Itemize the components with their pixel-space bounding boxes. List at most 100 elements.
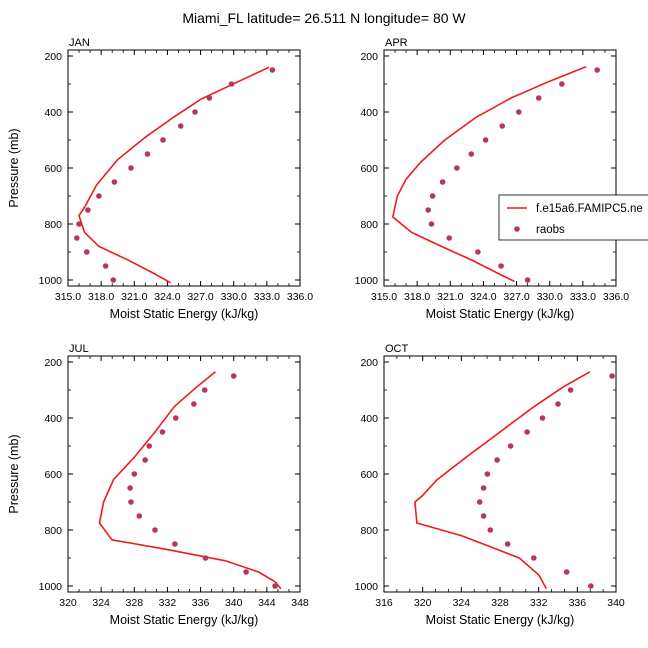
apr-raobs-point: [475, 249, 481, 255]
jan-x-tick-label: 315.0: [55, 291, 81, 303]
jan-raobs-point: [206, 95, 213, 101]
jul-x-tick-label: 344: [258, 597, 276, 609]
jan-x-tick-label: 318.0: [88, 291, 114, 303]
jan-y-tick-label: 400: [44, 107, 62, 119]
apr-raobs-point: [498, 263, 504, 269]
jul-x-tick-label: 340: [225, 597, 243, 609]
oct-raobs-point: [531, 555, 537, 561]
apr-raobs-point: [454, 165, 460, 171]
oct-raobs-point: [567, 387, 574, 393]
oct-raobs-point: [480, 513, 487, 519]
oct-raobs-point: [524, 429, 530, 435]
apr-raobs-point: [535, 95, 542, 101]
apr-y-tick-label: 200: [360, 51, 378, 63]
jul-raobs-point: [127, 485, 133, 491]
apr-y-tick-label: 600: [360, 163, 378, 175]
jul-plot-frame: [67, 355, 301, 593]
oct-raobs-point: [494, 457, 500, 463]
jul-x-tick-label: 332: [159, 597, 177, 609]
apr-x-tick-label: 321.0: [437, 291, 463, 303]
jul-y-tick-label: 600: [44, 469, 62, 481]
jan-x-tick-label: 327.0: [187, 291, 213, 303]
apr-raobs-point: [594, 67, 600, 73]
apr-raobs-point: [425, 207, 432, 213]
jan-raobs-point: [177, 123, 184, 129]
jan-raobs-point: [160, 137, 166, 143]
oct-raobs-point: [504, 541, 511, 547]
apr-raobs-point: [428, 221, 435, 227]
jan-y-tick-label: 600: [44, 163, 62, 175]
jul-x-axis-label: Moist Static Energy (kJ/kg): [110, 613, 259, 627]
oct-x-tick-label: 316: [375, 597, 393, 609]
jan-y-tick-label: 1000: [39, 275, 63, 287]
apr-model-line: [392, 65, 587, 283]
oct-raobs-point: [480, 485, 487, 491]
oct-raobs-point: [476, 499, 483, 505]
jan-panel: 315.0 318.0 321.0 324.0 327.0 330.0 333.0 336.0…: [7, 37, 313, 321]
apr-x-axis-label: Moist Static Energy (kJ/kg): [426, 307, 575, 321]
jan-raobs-point: [111, 179, 118, 185]
jul-raobs-point: [136, 513, 143, 519]
apr-y-tick-label: 1000: [355, 275, 379, 287]
oct-x-tick-label: 340: [607, 597, 625, 609]
jan-y-axis-label: Pressure (mb): [7, 128, 21, 207]
jul-raobs-point: [152, 527, 158, 533]
jul-raobs-point: [202, 555, 209, 561]
figure-title: Miami_FL latitude= 26.511 N longitude= 8…: [182, 10, 466, 26]
apr-raobs-point: [446, 235, 453, 241]
apr-x-tick-label: 324.0: [470, 291, 496, 303]
oct-panel-label: OCT: [385, 343, 409, 355]
oct-x-tick-label: 320: [414, 597, 432, 609]
jan-x-tick-label: 321.0: [121, 291, 147, 303]
jan-y-tick-label: 800: [44, 219, 62, 231]
jan-x-axis-label: Moist Static Energy (kJ/kg): [110, 307, 259, 321]
jan-plot-frame: [67, 49, 301, 287]
apr-x-tick-label: 318.0: [404, 291, 430, 303]
oct-x-tick-label: 324: [453, 597, 471, 609]
apr-raobs-point: [482, 137, 489, 143]
oct-raobs-point: [563, 569, 570, 575]
jan-x-tick-label: 324.0: [154, 291, 180, 303]
apr-plot-frame: [383, 49, 617, 287]
jul-raobs-point: [172, 415, 179, 421]
jul-y-tick-label: 1000: [39, 581, 63, 593]
legend-obs-marker: [514, 226, 520, 232]
apr-x-tick-label: 327.0: [503, 291, 529, 303]
apr-panel-label: APR: [385, 37, 408, 49]
jul-x-tick-label: 348: [291, 597, 309, 609]
apr-x-tick-label: 333.0: [570, 291, 596, 303]
apr-x-tick-label: 336.0: [603, 291, 629, 303]
jan-raobs-point: [76, 221, 82, 227]
jul-panel: 320 324 328 332 336 340 344 348 200 400 600 800 1000…: [7, 343, 309, 627]
oct-y-tick-label: 1000: [355, 581, 379, 593]
jul-raobs-point: [201, 387, 208, 393]
jul-raobs-point: [191, 401, 197, 407]
legend-model-label: f.e15a6.FAMIPC5.ne: [536, 203, 643, 215]
jul-y-tick-label: 200: [44, 357, 62, 369]
oct-y-tick-label: 400: [360, 413, 378, 425]
apr-panel: 315.0 318.0 321.0 324.0 327.0 330.0 333.0 336.0…: [355, 37, 630, 321]
apr-x-tick-label: 330.0: [537, 291, 563, 303]
jul-x-tick-label: 328: [126, 597, 144, 609]
legend-box: [498, 194, 648, 241]
apr-raobs-point: [429, 193, 436, 199]
jan-y-tick-label: 200: [44, 51, 62, 63]
apr-raobs-point: [516, 109, 522, 115]
apr-x-tick-label: 315.0: [371, 291, 397, 303]
jul-raobs-point: [243, 569, 249, 575]
jan-raobs-point: [84, 249, 90, 255]
jul-raobs-point: [146, 443, 152, 449]
apr-raobs-point: [499, 123, 506, 129]
oct-raobs-point: [487, 527, 494, 533]
oct-y-tick-label: 200: [360, 357, 378, 369]
jan-raobs-point: [192, 109, 198, 115]
jul-model-line: [98, 371, 282, 590]
jan-raobs-point: [269, 67, 276, 73]
legend: f.e15a6.FAMIPC5.ne raobs: [498, 194, 648, 241]
oct-raobs-point: [507, 443, 514, 449]
jul-raobs-point: [230, 373, 237, 379]
oct-x-axis-label: Moist Static Energy (kJ/kg): [426, 613, 575, 627]
jul-x-tick-label: 324: [92, 597, 110, 609]
jan-raobs-point: [102, 263, 109, 269]
oct-y-tick-label: 600: [360, 469, 378, 481]
